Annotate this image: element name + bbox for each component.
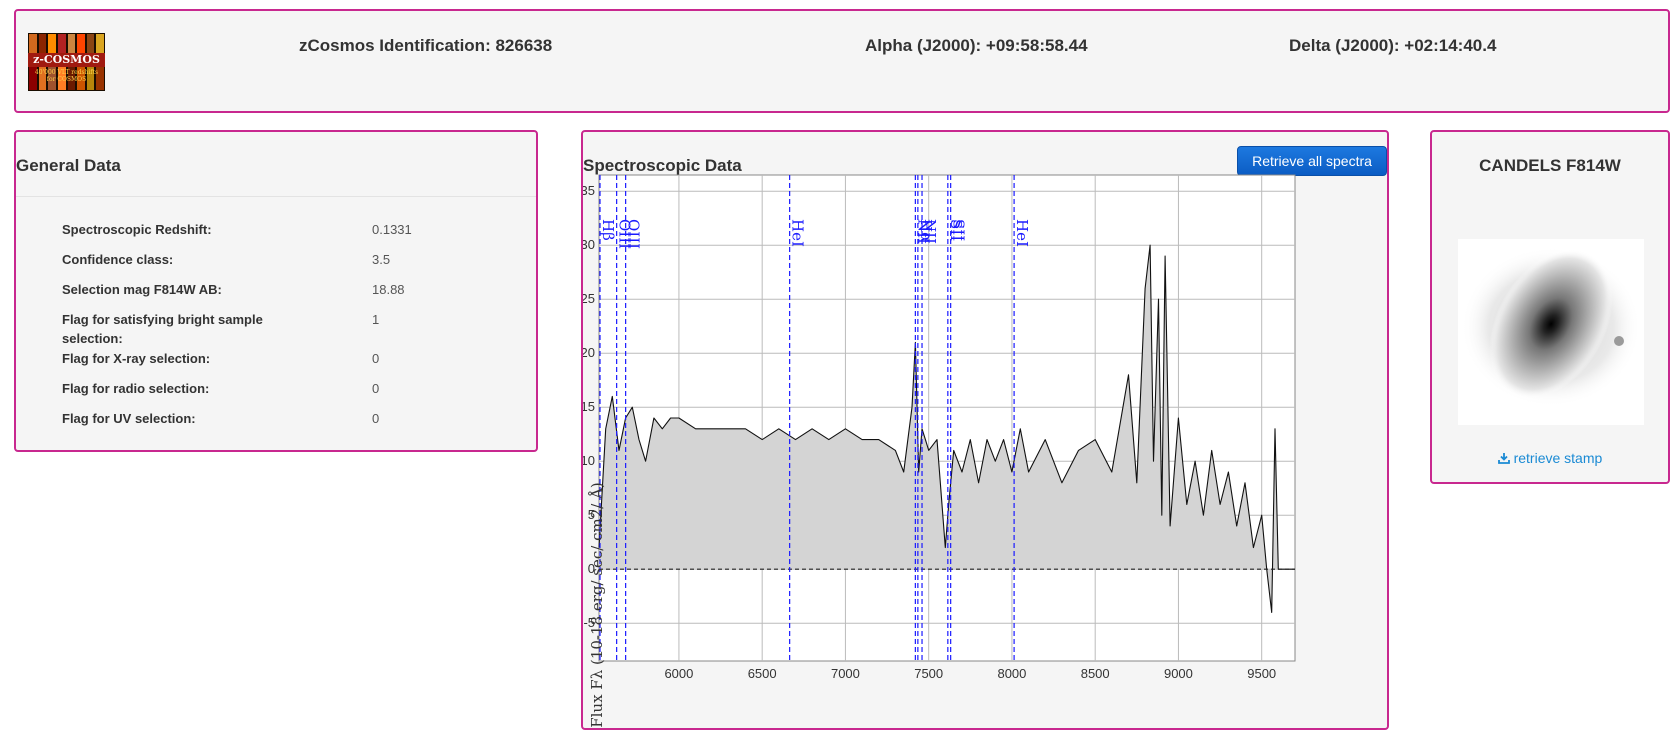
y-tick-label: 15 (583, 399, 595, 414)
redshift-value: 0.1331 (372, 222, 412, 237)
delta-coordinate: Delta (J2000): +02:14:40.4 (1289, 36, 1497, 55)
y-tick-label: 0 (588, 561, 595, 576)
alpha-coordinate: Alpha (J2000): +09:58:58.44 (865, 36, 1088, 55)
y-tick-label: 30 (583, 237, 595, 252)
emission-line-label: SII (950, 219, 968, 241)
y-tick-label: 35 (583, 183, 595, 198)
xray-flag-value: 0 (372, 351, 380, 366)
x-tick-label: 8000 (997, 666, 1026, 681)
candels-stamp-image (1458, 239, 1644, 425)
y-tick-label: 20 (583, 345, 595, 360)
spectrum-line (598, 244, 1295, 613)
logo-title: z-COSMOS (28, 53, 105, 67)
emission-line-label: HeI (1013, 219, 1031, 247)
selection-mag-value: 18.88 (372, 282, 405, 297)
general-data-title: General Data (16, 156, 121, 175)
general-data-panel: General Data Spectroscopic Redshift: 0.1… (14, 130, 538, 452)
xray-flag-label: Flag for X-ray selection: (62, 351, 211, 366)
x-tick-label: 9000 (1164, 666, 1193, 681)
uv-flag-label: Flag for UV selection: (62, 411, 196, 426)
emission-line-label: NII (921, 219, 939, 244)
x-tick-label: 9500 (1247, 666, 1276, 681)
redshift-label: Spectroscopic Redshift: (62, 222, 212, 237)
confidence-class-value: 3.5 (372, 252, 391, 267)
spectroscopic-data-panel: Spectroscopic Data Retrieve all spectra … (581, 130, 1389, 730)
logo-tagline-1: 40'000 VLT redshifts (34, 69, 99, 76)
confidence-class-label: Confidence class: (62, 252, 174, 267)
plot-area (598, 174, 1296, 662)
candels-title: CANDELS F814W (1479, 156, 1621, 175)
radio-flag-value: 0 (372, 381, 380, 396)
bright-sample-flag-label: Flag for satisfying bright sample select… (62, 312, 263, 346)
divider (16, 196, 536, 197)
emission-line-label: OIII (616, 219, 634, 249)
bright-sample-flag-value: 1 (372, 312, 380, 327)
y-tick-label: -5 (583, 615, 595, 630)
download-icon (1497, 453, 1510, 464)
zcosmos-identification: zCosmos Identification: 826638 (299, 36, 553, 55)
emission-line-label: Hα (917, 219, 935, 242)
radio-flag-label: Flag for radio selection: (62, 381, 210, 396)
y-tick-label: 10 (583, 453, 595, 468)
candels-panel: CANDELS F814W retrieve stamp (1430, 130, 1670, 484)
emission-line-label: SII (947, 219, 965, 241)
x-tick-label: 7500 (914, 666, 943, 681)
selection-mag-label: Selection mag F814W AB: (62, 282, 222, 297)
x-tick-label: 6500 (748, 666, 777, 681)
zcosmos-logo: z-COSMOS 40'000 VLT redshifts for COSMOS (28, 33, 105, 91)
y-axis-label: Flux Fλ (10-18 erg/ sec/ cm2/ Å) (588, 482, 606, 728)
logo-tagline-2: for COSMOS (46, 76, 87, 83)
emission-line-label: HeI (789, 219, 807, 247)
x-tick-label: 7000 (831, 666, 860, 681)
retrieve-stamp-link[interactable]: retrieve stamp (1432, 450, 1668, 466)
emission-line-label: NII (914, 219, 932, 244)
spectroscopic-data-title: Spectroscopic Data (583, 156, 742, 175)
x-tick-label: 8500 (1081, 666, 1110, 681)
y-tick-label: 25 (583, 291, 595, 306)
header-panel: z-COSMOS 40'000 VLT redshifts for COSMOS… (14, 9, 1670, 113)
retrieve-stamp-label: retrieve stamp (1513, 450, 1603, 466)
spectrum-fill (599, 245, 1295, 613)
y-tick-label: 5 (588, 507, 595, 522)
emission-line-label: Hβ (599, 219, 617, 241)
uv-flag-value: 0 (372, 411, 380, 426)
x-tick-label: 6000 (664, 666, 693, 681)
retrieve-all-spectra-button[interactable]: Retrieve all spectra (1237, 146, 1387, 176)
emission-line-label: OIII (625, 219, 643, 249)
